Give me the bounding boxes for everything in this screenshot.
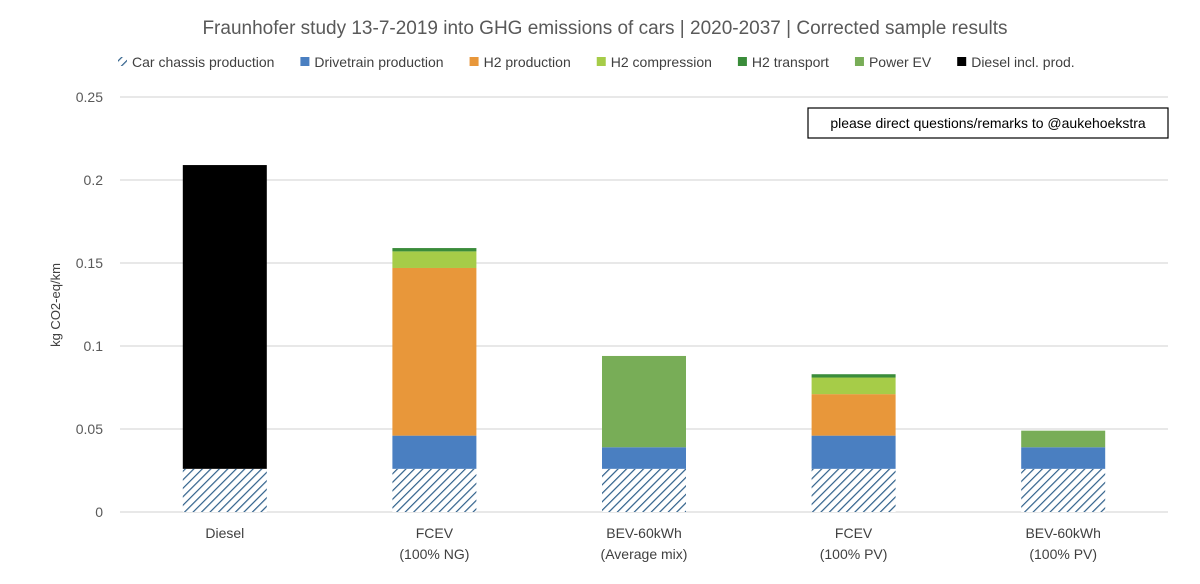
legend-label: H2 production xyxy=(484,54,571,70)
bar-segment xyxy=(602,447,686,469)
gridlines xyxy=(120,96,1168,513)
legend-label: Drivetrain production xyxy=(314,54,443,70)
chart-title: Fraunhofer study 13-7-2019 into GHG emis… xyxy=(202,18,1007,39)
y-tick-label: 0 xyxy=(95,504,103,520)
legend-swatch xyxy=(469,57,479,66)
x-category-label: (100% PV) xyxy=(1029,546,1097,562)
x-axis-categories: Diesel FCEV (100% NG) BEV-60kWh (Average mix… xyxy=(205,525,1101,562)
y-axis-label: kg CO2-eq/km xyxy=(48,263,63,347)
legend-label: H2 transport xyxy=(752,54,829,70)
bar-segment xyxy=(392,251,477,268)
x-category-label: BEV-60kWh xyxy=(1025,525,1100,541)
bar-segment xyxy=(811,435,896,469)
bar-segment xyxy=(602,468,686,512)
legend-swatch xyxy=(737,57,747,66)
bar-segment xyxy=(602,355,686,448)
legend-swatch xyxy=(957,57,967,66)
x-category-label: Diesel xyxy=(205,525,244,541)
bar-segment xyxy=(1021,430,1106,448)
y-tick-label: 0.1 xyxy=(84,338,104,354)
bar-segment xyxy=(811,468,896,512)
annotation-text: please direct questions/remarks to @auke… xyxy=(830,115,1146,131)
x-category-label: FCEV xyxy=(416,525,454,541)
y-tick-label: 0.05 xyxy=(76,421,103,437)
legend-label: Diesel incl. prod. xyxy=(971,54,1075,70)
bar-segment xyxy=(1021,468,1106,512)
y-tick-label: 0.2 xyxy=(84,172,104,188)
legend-label: Car chassis production xyxy=(132,54,274,70)
legend: Car chassis production Drivetrain product… xyxy=(118,54,1075,70)
legend-swatch xyxy=(596,57,606,66)
bar-segment xyxy=(392,248,477,252)
annotation-box: please direct questions/remarks to @auke… xyxy=(807,107,1169,139)
legend-label: H2 compression xyxy=(611,54,712,70)
legend-swatch xyxy=(854,57,864,66)
legend-swatch xyxy=(300,57,310,66)
legend-label: Power EV xyxy=(869,54,932,70)
bar-segment xyxy=(1021,447,1106,469)
bar-segment xyxy=(811,377,896,395)
x-category-label: (Average mix) xyxy=(601,546,688,562)
y-axis-ticks: 0 0.05 0.1 0.15 0.2 0.25 xyxy=(76,89,103,520)
bar-segment xyxy=(392,468,477,512)
bar-segment xyxy=(811,374,896,378)
y-tick-label: 0.25 xyxy=(76,89,103,105)
bar-segment xyxy=(392,435,477,469)
x-category-label: BEV-60kWh xyxy=(606,525,681,541)
bar-segment xyxy=(182,165,267,469)
bar-segment xyxy=(182,468,267,512)
x-category-label: (100% NG) xyxy=(399,546,469,562)
bar-segment xyxy=(392,267,477,436)
x-category-label: FCEV xyxy=(835,525,873,541)
bar-segment xyxy=(811,394,896,436)
legend-swatch xyxy=(118,57,127,66)
x-category-label: (100% PV) xyxy=(820,546,888,562)
y-tick-label: 0.15 xyxy=(76,255,103,271)
bars xyxy=(182,165,1106,512)
